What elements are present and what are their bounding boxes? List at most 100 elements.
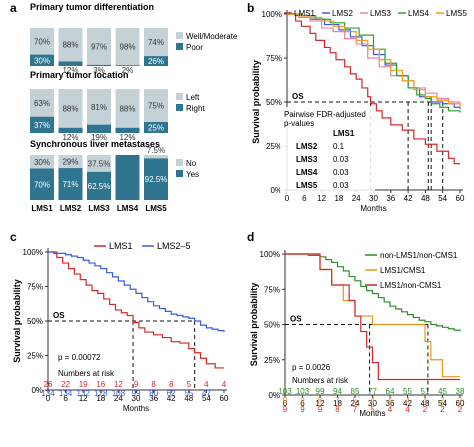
bar-top-segment	[58, 28, 83, 62]
table-row-value: 0.03	[333, 155, 349, 164]
bar-bottom-segment	[58, 61, 83, 66]
risk-count: 8	[151, 380, 156, 389]
legend-label: LMS1	[109, 241, 133, 251]
legend-label: Left	[186, 93, 200, 102]
risk-count: 94	[333, 387, 342, 396]
survival-curve	[287, 13, 461, 110]
y-tick-label: 0%	[268, 391, 280, 400]
bar-top-label: 70%	[34, 37, 50, 46]
risk-count: 12	[114, 380, 123, 389]
table-row-label: LMS2	[296, 142, 318, 151]
x-tick-label: 30	[132, 394, 141, 403]
risk-count: 47	[202, 389, 211, 398]
bar-bottom-label: 70%	[34, 180, 50, 189]
risk-count: 26	[44, 380, 53, 389]
bar-bottom-segment	[144, 122, 168, 133]
x-tick-label: 0	[283, 399, 288, 408]
os-label: OS	[53, 311, 65, 320]
x-tick-label: 18	[96, 394, 105, 403]
legend-label: LMS2–5	[157, 241, 191, 251]
risk-count: 108	[112, 389, 126, 398]
bar-bottom-label: 30%	[34, 56, 50, 65]
x-tick-label: 18	[334, 194, 343, 203]
bar-bottom-label: 3%	[93, 66, 105, 75]
risk-count: 45	[438, 387, 447, 396]
risk-count: 51	[421, 387, 430, 396]
y-tick-label: 50%	[266, 98, 282, 107]
risk-count: 4	[370, 396, 375, 405]
risk-count: 2	[440, 396, 445, 405]
table-row-value: 0.03	[333, 168, 349, 177]
risk-count: 9	[283, 405, 288, 414]
risk-count: 64	[386, 387, 395, 396]
bar-top-label: 81%	[91, 103, 107, 112]
survival-curve	[287, 13, 461, 113]
risk-count: 4	[388, 396, 393, 405]
risk-count: 103	[296, 387, 310, 396]
panel-letter-d: d	[247, 230, 254, 244]
y-tick-label: 50%	[264, 321, 280, 330]
risk-count: 4	[423, 396, 428, 405]
bar-top-segment	[30, 28, 54, 55]
table-row-label: LMS4	[296, 168, 318, 177]
bar-bottom-segment	[30, 54, 54, 66]
y-tick-label: 100%	[262, 10, 282, 19]
bar-top-segment	[144, 155, 168, 159]
risk-title: Numbers at risk	[58, 369, 115, 378]
x-tick-label: 48	[421, 399, 430, 408]
legend-label: LMS1/CMS1	[380, 266, 426, 275]
x-tick-label: 42	[167, 394, 176, 403]
risk-count: 4	[388, 405, 393, 414]
table-row-value: 0.03	[333, 181, 349, 190]
bar-top-segment	[115, 28, 140, 66]
x-tick-label: 12	[317, 194, 326, 203]
bar-bottom-label: 12%	[62, 133, 78, 142]
legend-label: LMS1/non-CMS1	[380, 281, 442, 290]
category-label: LMS3	[88, 204, 110, 213]
y-axis-label: Survival probability	[12, 279, 22, 363]
bar-top-label: 88%	[62, 104, 78, 113]
bar-top-label: 74%	[148, 38, 164, 47]
survival-curve	[285, 253, 461, 332]
risk-count: 77	[368, 387, 377, 396]
bar-top-segment	[30, 155, 54, 169]
survival-curve	[287, 13, 461, 106]
risk-count: 55	[184, 389, 193, 398]
bar-bottom-segment	[115, 65, 140, 66]
bar-top-segment	[58, 89, 83, 128]
risk-count: 5	[370, 405, 375, 414]
panel-c-survival-lms1-vs-rest: 0%25%50%75%100%0 6 12 18 24 30 36 42 48 54 60Month…	[12, 241, 229, 413]
risk-count: 2	[458, 405, 463, 414]
bar-top-label: 63%	[34, 99, 50, 108]
x-tick-label: 36	[386, 194, 395, 203]
risk-count: 8	[335, 405, 340, 414]
risk-count: 2	[440, 405, 445, 414]
y-tick-label: 25%	[27, 352, 43, 361]
x-tick-label: 24	[114, 394, 123, 403]
risk-title: Numbers at risk	[292, 376, 349, 385]
y-axis-label: Survival probability	[251, 60, 261, 144]
risk-count: 8	[318, 396, 323, 405]
legend-label: Right	[186, 104, 205, 113]
table-row-label: LMS3	[296, 155, 318, 164]
bar-top-label: 30%	[34, 158, 50, 167]
survival-curve	[287, 13, 460, 165]
risk-count: 7	[353, 405, 358, 414]
bar-bottom-segment	[87, 64, 111, 66]
table-background	[280, 107, 375, 193]
risk-count: 4	[222, 380, 227, 389]
bar-top-segment	[144, 28, 168, 57]
x-tick-label: 18	[333, 399, 342, 408]
x-tick-label: 6	[63, 394, 68, 403]
risk-count: 16	[96, 380, 105, 389]
x-tick-label: 60	[456, 399, 465, 408]
bar-top-segment	[87, 28, 111, 65]
legend-swatch	[176, 32, 183, 39]
risk-count: 4	[405, 405, 410, 414]
risk-count: 132	[77, 389, 91, 398]
x-tick-label: 54	[438, 399, 447, 408]
category-label: LMS1	[31, 204, 53, 213]
risk-count: 19	[79, 380, 88, 389]
bar-bottom-label: 19%	[91, 133, 107, 142]
bar-top-segment	[58, 155, 83, 169]
